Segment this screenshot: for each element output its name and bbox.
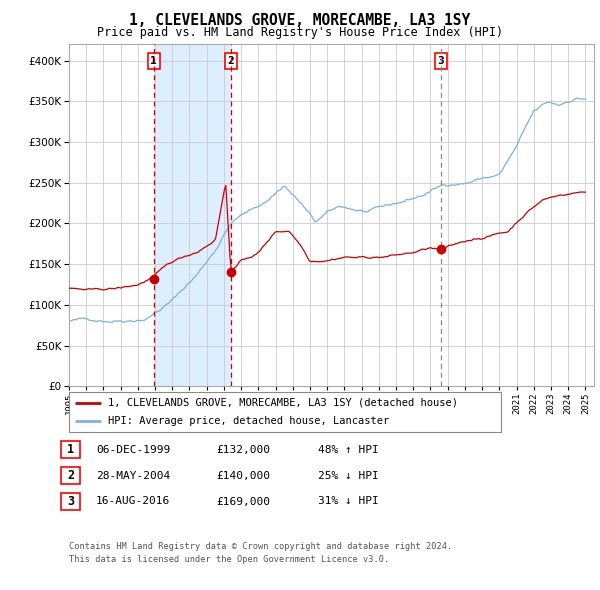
- Text: 2: 2: [227, 56, 235, 66]
- Text: 16-AUG-2016: 16-AUG-2016: [96, 497, 170, 506]
- Text: HPI: Average price, detached house, Lancaster: HPI: Average price, detached house, Lanc…: [108, 416, 389, 426]
- FancyBboxPatch shape: [61, 467, 80, 484]
- Text: 2: 2: [67, 469, 74, 482]
- Text: 1, CLEVELANDS GROVE, MORECAMBE, LA3 1SY (detached house): 1, CLEVELANDS GROVE, MORECAMBE, LA3 1SY …: [108, 398, 458, 408]
- Text: 1: 1: [67, 443, 74, 456]
- Bar: [154, 44, 231, 386]
- FancyBboxPatch shape: [69, 392, 501, 432]
- Text: 1, CLEVELANDS GROVE, MORECAMBE, LA3 1SY: 1, CLEVELANDS GROVE, MORECAMBE, LA3 1SY: [130, 13, 470, 28]
- Text: £132,000: £132,000: [216, 445, 270, 454]
- Text: 48% ↑ HPI: 48% ↑ HPI: [318, 445, 379, 454]
- FancyBboxPatch shape: [61, 493, 80, 510]
- Text: £140,000: £140,000: [216, 471, 270, 480]
- Text: This data is licensed under the Open Government Licence v3.0.: This data is licensed under the Open Gov…: [69, 555, 389, 564]
- Text: Price paid vs. HM Land Registry's House Price Index (HPI): Price paid vs. HM Land Registry's House …: [97, 26, 503, 39]
- Text: Contains HM Land Registry data © Crown copyright and database right 2024.: Contains HM Land Registry data © Crown c…: [69, 542, 452, 551]
- Text: 3: 3: [438, 56, 445, 66]
- Text: 1: 1: [151, 56, 157, 66]
- Text: 25% ↓ HPI: 25% ↓ HPI: [318, 471, 379, 480]
- FancyBboxPatch shape: [61, 441, 80, 458]
- Text: £169,000: £169,000: [216, 497, 270, 506]
- Text: 3: 3: [67, 495, 74, 508]
- Text: 28-MAY-2004: 28-MAY-2004: [96, 471, 170, 480]
- Text: 31% ↓ HPI: 31% ↓ HPI: [318, 497, 379, 506]
- Text: 06-DEC-1999: 06-DEC-1999: [96, 445, 170, 454]
